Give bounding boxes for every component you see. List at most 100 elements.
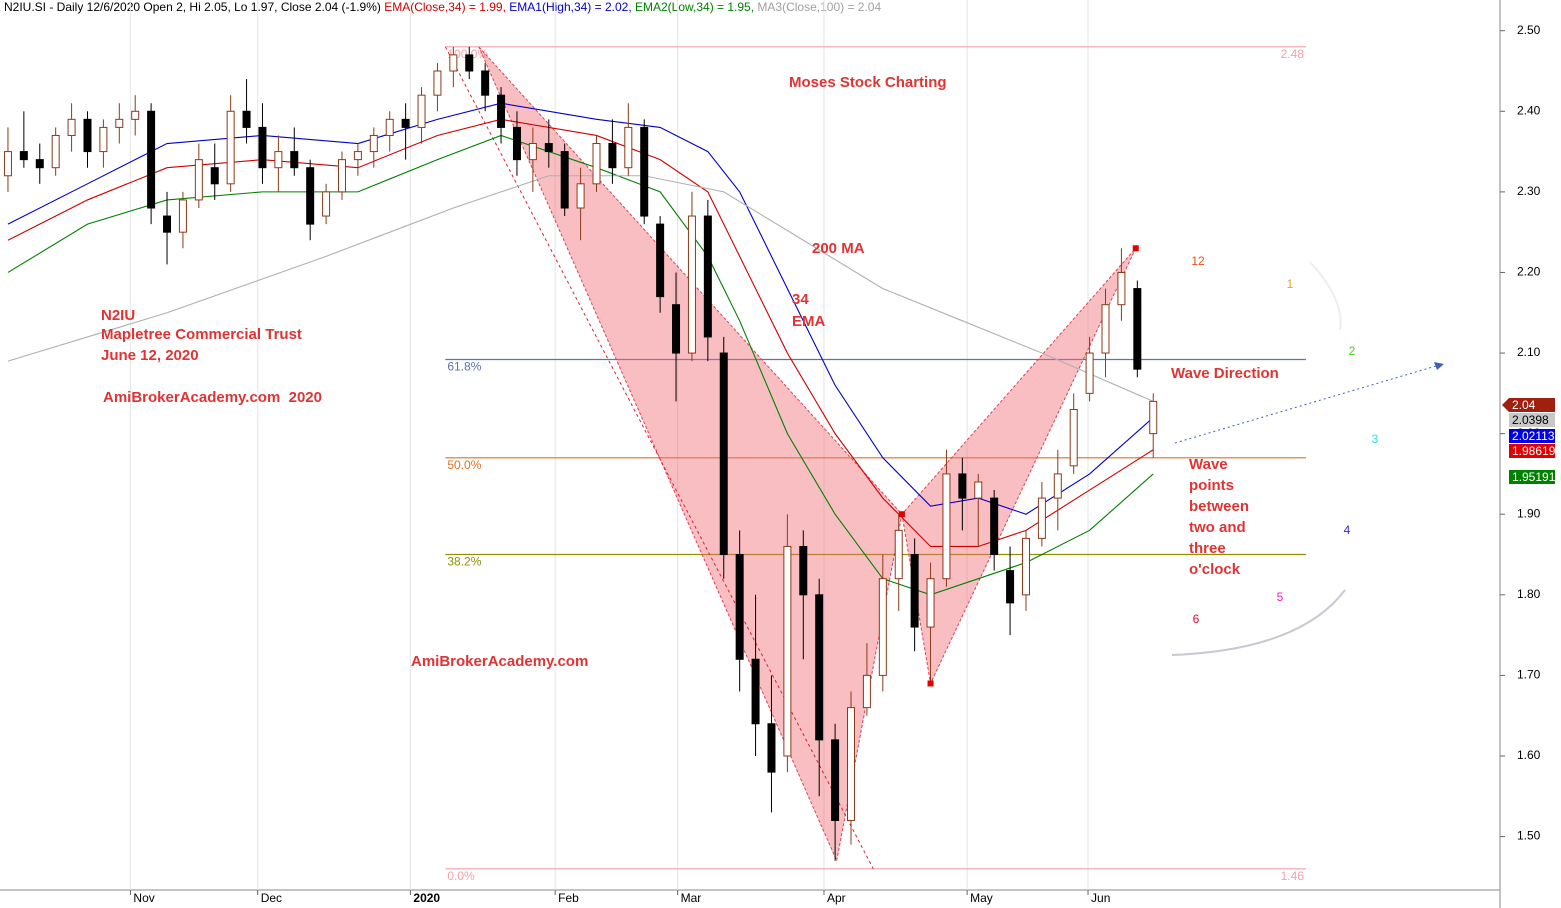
- candle-body: [194, 159, 203, 201]
- price-tag: [1509, 444, 1555, 458]
- clock-number: 1: [1287, 277, 1294, 291]
- clock-arc: [1171, 589, 1346, 656]
- annotation: two and: [1189, 519, 1246, 536]
- y-tick-label: 2.30: [1517, 184, 1541, 198]
- clock-arc: [1309, 261, 1342, 331]
- candle-body: [560, 151, 569, 209]
- annotation: points: [1189, 477, 1234, 494]
- candle-body: [656, 223, 665, 298]
- annotation: Moses Stock Charting: [789, 74, 947, 91]
- annotation: Wave: [1189, 456, 1228, 473]
- wave-arrow: [1174, 365, 1437, 444]
- candle-body: [322, 191, 331, 217]
- x-tick-label: Nov: [133, 891, 154, 905]
- candle-body: [147, 110, 156, 209]
- fib-price-label: 2.48: [1281, 47, 1305, 61]
- price-tag-pointer: [1502, 398, 1509, 412]
- candle-body: [767, 723, 776, 773]
- candle-body: [67, 118, 76, 136]
- candle-body: [274, 151, 283, 169]
- fib-label: 100.0%: [447, 47, 488, 61]
- dashed-line: [444, 46, 874, 870]
- pattern-point: [927, 680, 934, 687]
- fib-label: 0.0%: [447, 869, 475, 883]
- candle-body: [751, 658, 760, 725]
- candle-body: [1037, 497, 1046, 539]
- candle-body: [894, 529, 903, 580]
- x-tick-label: Jun: [1091, 891, 1110, 905]
- candle-body: [878, 578, 887, 676]
- candle-body: [226, 110, 235, 185]
- candle-body: [385, 118, 394, 136]
- clock-number: 3: [1372, 432, 1379, 446]
- header-segment: MA3(Close,100) = 2.04: [757, 0, 881, 14]
- y-tick-label: 1.90: [1517, 506, 1541, 520]
- candle-body: [783, 545, 792, 757]
- annotation: EMA: [792, 313, 826, 330]
- clock-number: 2: [1349, 344, 1356, 358]
- candle-body: [862, 674, 871, 709]
- candle-body: [640, 126, 649, 217]
- candle-body: [926, 578, 935, 628]
- candle-body: [51, 134, 60, 169]
- candle-body: [544, 143, 553, 153]
- fib-label: 61.8%: [447, 360, 481, 374]
- header-segment: EMA1(High,34) = 2.02,: [509, 0, 635, 14]
- candle-body: [131, 110, 140, 120]
- candle-body: [974, 481, 983, 499]
- price-tag-label: 2.0398: [1512, 413, 1549, 427]
- candle-body: [799, 545, 808, 596]
- x-tick-label: Apr: [827, 891, 846, 905]
- header: N2IU.SI - Daily 12/6/2020 Open 2, Hi 2.0…: [4, 0, 881, 14]
- header-text: N2IU.SI - Daily 12/6/2020 Open 2, Hi 2.0…: [4, 0, 881, 14]
- fib-price-label: 1.46: [1281, 869, 1305, 883]
- candle-body: [910, 554, 919, 628]
- price-tag: [1509, 398, 1555, 412]
- y-tick-label: 1.50: [1517, 829, 1541, 843]
- candle-body: [449, 54, 458, 72]
- price-tag-label: 1.95191: [1512, 470, 1556, 484]
- annotation: o'clock: [1189, 561, 1241, 578]
- candle-body: [481, 70, 490, 96]
- candle-body: [735, 554, 744, 660]
- clock-number: 6: [1193, 612, 1200, 626]
- candle-body: [163, 215, 172, 233]
- candle-body: [847, 707, 856, 821]
- y-tick-label: 1.70: [1517, 668, 1541, 682]
- candle-body: [672, 304, 681, 354]
- annotation: Mapletree Commercial Trust: [101, 326, 302, 343]
- price-tag: [1509, 413, 1555, 427]
- indicator-line: [7, 175, 1154, 402]
- candle-body: [831, 739, 840, 821]
- annotation: N2IU: [101, 307, 135, 324]
- candle-body: [624, 126, 633, 169]
- candle-body: [306, 167, 315, 225]
- clock-number: 5: [1277, 590, 1284, 604]
- annotation: three: [1189, 540, 1226, 557]
- candle-body: [465, 54, 474, 72]
- candle-body: [210, 167, 219, 185]
- candle-body: [576, 183, 585, 209]
- candle-body: [3, 151, 12, 177]
- annotation: AmiBrokerAcademy.com 2020: [103, 389, 322, 406]
- price-tag-label: 2.02113: [1512, 429, 1555, 443]
- candle-body: [433, 70, 442, 96]
- y-tick-label: 1.80: [1517, 587, 1541, 601]
- wave-arrow-head: [1434, 362, 1444, 370]
- candle-body: [242, 110, 251, 128]
- candle-body: [703, 215, 712, 338]
- annotation: 200 MA: [812, 240, 865, 257]
- price-tag-label: 1.98619: [1512, 444, 1556, 458]
- x-tick-label: 2020: [413, 891, 440, 905]
- candle-body: [1006, 570, 1015, 604]
- candle-body: [83, 118, 92, 153]
- clock-number: 12: [1191, 254, 1205, 268]
- candle-body: [1021, 537, 1030, 596]
- candle-body: [115, 118, 124, 128]
- annotation: AmiBrokerAcademy.com: [411, 653, 588, 670]
- candle-body: [353, 151, 362, 161]
- candle-body: [1053, 473, 1062, 499]
- x-tick-label: Dec: [261, 891, 282, 905]
- candle-body: [401, 118, 410, 128]
